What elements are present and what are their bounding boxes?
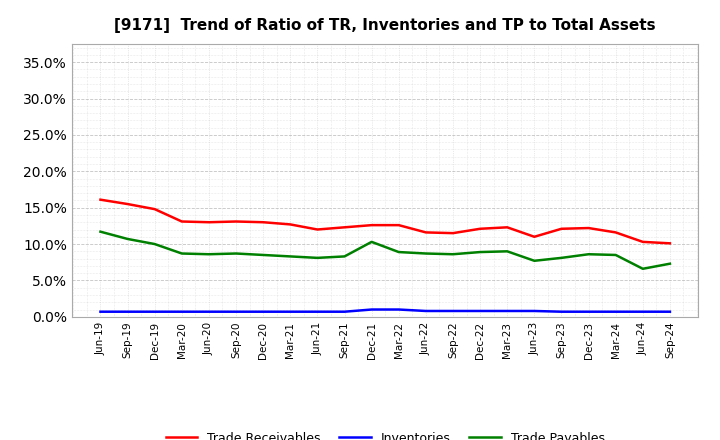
- Trade Payables: [123, 236, 132, 242]
- Trade Payables: [341, 254, 349, 259]
- Inventories: [204, 309, 213, 314]
- Inventories: [367, 307, 376, 312]
- Trade Receivables: [584, 225, 593, 231]
- Trade Receivables: [476, 226, 485, 231]
- Trade Payables: [204, 252, 213, 257]
- Trade Receivables: [557, 226, 566, 231]
- Trade Payables: [150, 242, 159, 247]
- Line: Inventories: Inventories: [101, 309, 670, 312]
- Inventories: [639, 309, 647, 314]
- Inventories: [313, 309, 322, 314]
- Trade Payables: [367, 239, 376, 245]
- Trade Receivables: [530, 234, 539, 239]
- Trade Receivables: [259, 220, 268, 225]
- Trade Payables: [584, 252, 593, 257]
- Trade Payables: [665, 261, 674, 266]
- Trade Receivables: [421, 230, 430, 235]
- Inventories: [395, 307, 403, 312]
- Trade Receivables: [178, 219, 186, 224]
- Inventories: [96, 309, 105, 314]
- Trade Receivables: [639, 239, 647, 245]
- Trade Payables: [232, 251, 240, 256]
- Trade Payables: [313, 255, 322, 260]
- Trade Payables: [421, 251, 430, 256]
- Title: [9171]  Trend of Ratio of TR, Inventories and TP to Total Assets: [9171] Trend of Ratio of TR, Inventories…: [114, 18, 656, 33]
- Inventories: [232, 309, 240, 314]
- Trade Receivables: [232, 219, 240, 224]
- Inventories: [584, 309, 593, 314]
- Inventories: [557, 309, 566, 314]
- Trade Receivables: [313, 227, 322, 232]
- Trade Payables: [259, 252, 268, 257]
- Inventories: [178, 309, 186, 314]
- Trade Payables: [395, 249, 403, 255]
- Trade Receivables: [395, 223, 403, 228]
- Inventories: [341, 309, 349, 314]
- Trade Payables: [96, 229, 105, 235]
- Trade Receivables: [341, 225, 349, 230]
- Trade Payables: [639, 266, 647, 271]
- Trade Payables: [286, 254, 294, 259]
- Inventories: [449, 308, 457, 314]
- Trade Receivables: [286, 222, 294, 227]
- Trade Receivables: [503, 225, 511, 230]
- Trade Payables: [557, 255, 566, 260]
- Inventories: [611, 309, 620, 314]
- Trade Receivables: [204, 220, 213, 225]
- Trade Payables: [178, 251, 186, 256]
- Trade Payables: [530, 258, 539, 264]
- Trade Receivables: [611, 230, 620, 235]
- Trade Payables: [476, 249, 485, 255]
- Trade Payables: [449, 252, 457, 257]
- Inventories: [530, 308, 539, 314]
- Trade Receivables: [665, 241, 674, 246]
- Trade Receivables: [96, 197, 105, 202]
- Inventories: [286, 309, 294, 314]
- Inventories: [421, 308, 430, 314]
- Trade Receivables: [150, 206, 159, 212]
- Line: Trade Receivables: Trade Receivables: [101, 200, 670, 243]
- Trade Receivables: [123, 202, 132, 207]
- Inventories: [123, 309, 132, 314]
- Trade Payables: [611, 252, 620, 257]
- Legend: Trade Receivables, Inventories, Trade Payables: Trade Receivables, Inventories, Trade Pa…: [161, 427, 610, 440]
- Inventories: [503, 308, 511, 314]
- Trade Receivables: [449, 231, 457, 236]
- Inventories: [259, 309, 268, 314]
- Trade Receivables: [367, 223, 376, 228]
- Line: Trade Payables: Trade Payables: [101, 232, 670, 269]
- Trade Payables: [503, 249, 511, 254]
- Inventories: [150, 309, 159, 314]
- Inventories: [476, 308, 485, 314]
- Inventories: [665, 309, 674, 314]
